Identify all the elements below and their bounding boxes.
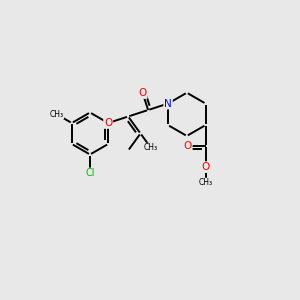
Text: CH₃: CH₃ [49,110,63,118]
Text: O: O [139,88,147,98]
Text: CH₃: CH₃ [199,178,213,188]
Text: O: O [184,141,192,151]
Text: N: N [164,98,172,109]
Text: O: O [201,162,210,172]
Text: CH₃: CH₃ [144,143,158,152]
Text: Cl: Cl [85,168,95,178]
Text: O: O [104,118,112,128]
